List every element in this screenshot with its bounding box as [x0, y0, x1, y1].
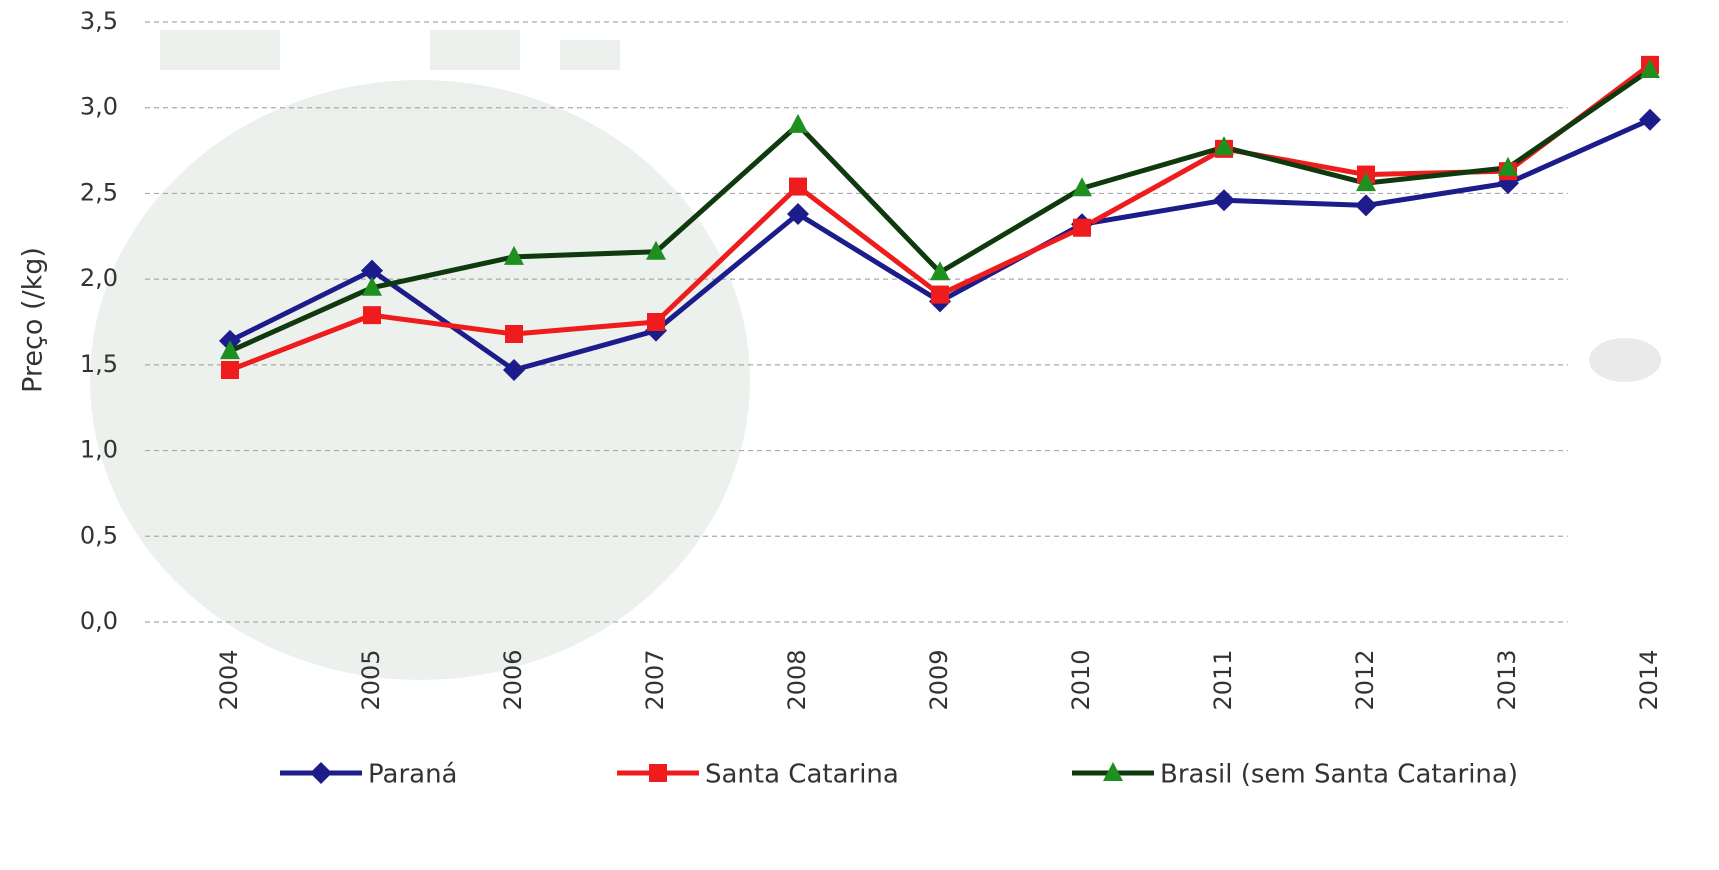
- data-point: [1355, 194, 1377, 217]
- x-tick-label: 2011: [1209, 649, 1237, 710]
- data-point: [931, 285, 949, 304]
- x-tick-label: 2007: [641, 649, 669, 710]
- data-point: [1213, 189, 1235, 212]
- y-axis-label: Preço (/kg): [18, 247, 49, 393]
- x-tick-label: 2009: [925, 649, 953, 710]
- legend-label: Brasil (sem Santa Catarina): [1160, 760, 1518, 790]
- data-point: [504, 245, 524, 265]
- y-tick-label: 1,0: [80, 436, 118, 464]
- data-point: [1072, 177, 1092, 197]
- data-point: [220, 340, 240, 360]
- data-point: [363, 306, 381, 325]
- x-tick-label: 2008: [783, 649, 811, 710]
- y-tick-label: 2,5: [80, 178, 118, 206]
- data-point: [646, 240, 666, 260]
- y-tick-label: 0,0: [80, 607, 118, 635]
- watermark: [90, 30, 1661, 680]
- data-point: [1214, 136, 1234, 156]
- x-tick-label: 2014: [1635, 649, 1663, 710]
- data-point: [788, 113, 808, 133]
- y-tick-label: 0,5: [80, 521, 118, 549]
- data-point: [362, 276, 382, 296]
- data-point: [1640, 59, 1660, 78]
- y-tick-label: 3,5: [80, 7, 118, 35]
- data-point: [1073, 218, 1091, 237]
- y-tick-label: 2,0: [80, 264, 118, 292]
- data-point: [1498, 156, 1518, 176]
- x-tick-label: 2006: [499, 649, 527, 710]
- data-point: [930, 261, 950, 281]
- x-tick-label: 2013: [1493, 649, 1521, 710]
- legend-label: Santa Catarina: [705, 760, 899, 790]
- legend-label: Paraná: [368, 760, 457, 790]
- data-point: [1356, 172, 1376, 192]
- x-tick-label: 2004: [215, 649, 243, 710]
- y-tick-label: 1,5: [80, 350, 118, 378]
- data-point: [503, 359, 525, 381]
- data-point: [787, 203, 809, 225]
- data-point: [1639, 108, 1661, 131]
- x-tick-label: 2010: [1067, 649, 1095, 710]
- data-point: [789, 177, 807, 196]
- data-point: [505, 325, 523, 343]
- data-point: [221, 361, 239, 379]
- x-tick-label: 2012: [1351, 649, 1379, 710]
- legend-marker: [1103, 762, 1123, 781]
- y-tick-label: 3,0: [80, 93, 118, 121]
- legend-marker: [310, 762, 332, 784]
- data-point: [361, 259, 383, 282]
- legend-marker: [649, 764, 667, 782]
- data-point: [647, 313, 665, 331]
- x-tick-label: 2005: [357, 649, 385, 710]
